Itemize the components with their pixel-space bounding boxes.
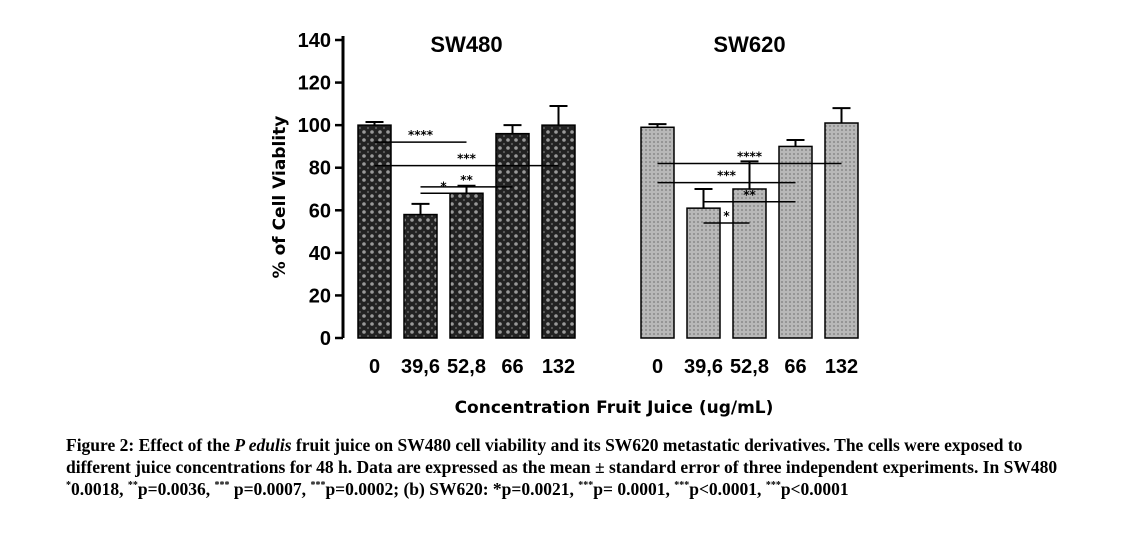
y-axis-title: % of Cell Viablity (270, 116, 290, 279)
bar-sw620-3 (778, 145, 813, 339)
y-tick-label: 80 (309, 158, 331, 180)
figure-caption: Figure 2: Effect of the P edulis fruit j… (66, 434, 1076, 500)
bar-sw620-2 (732, 188, 767, 339)
significance-label: ** (460, 173, 473, 187)
x-tick-label: 132 (825, 356, 858, 378)
bar-sw620-1 (686, 207, 721, 339)
x-tick-label: 0 (652, 356, 663, 378)
bar-sw480-4 (541, 124, 576, 339)
bar-sw480-0 (357, 124, 392, 339)
x-tick-label: 39,6 (684, 356, 723, 378)
x-tick-label: 52,8 (447, 356, 486, 378)
bar-chart: ******************** 020406080100120140%… (270, 30, 859, 418)
significance-label: **** (737, 149, 763, 163)
x-tick-label: 52,8 (730, 356, 769, 378)
significance-label: *** (457, 152, 477, 166)
group-title: SW620 (713, 32, 785, 57)
caption-text: Figure 2: Effect of the P edulis fruit j… (66, 435, 1058, 499)
y-tick-label: 60 (309, 200, 331, 222)
bar-sw620-4 (824, 122, 859, 339)
x-tick-label: 0 (369, 356, 380, 378)
significance-label: *** (717, 169, 737, 183)
y-tick-label: 140 (298, 30, 331, 52)
y-tick-label: 40 (309, 243, 331, 265)
y-tick-label: 20 (309, 285, 331, 307)
y-tick-label: 100 (298, 115, 331, 137)
significance-label: * (440, 179, 447, 193)
x-tick-label: 132 (542, 356, 575, 378)
x-axis-title: Concentration Fruit Juice (ug/mL) (455, 398, 774, 418)
significance-label: **** (408, 128, 434, 142)
significance-label: * (723, 209, 730, 223)
x-tick-label: 39,6 (401, 356, 440, 378)
bar-sw620-0 (640, 126, 675, 339)
bar-sw480-2 (449, 192, 484, 339)
x-tick-label: 66 (784, 356, 806, 378)
y-tick-label: 0 (320, 328, 331, 350)
bar-sw480-1 (403, 213, 438, 339)
bar-sw480-3 (495, 132, 530, 339)
significance-label: ** (743, 188, 756, 202)
y-tick-label: 120 (298, 73, 331, 95)
x-tick-label: 66 (501, 356, 523, 378)
group-title: SW480 (430, 32, 502, 57)
